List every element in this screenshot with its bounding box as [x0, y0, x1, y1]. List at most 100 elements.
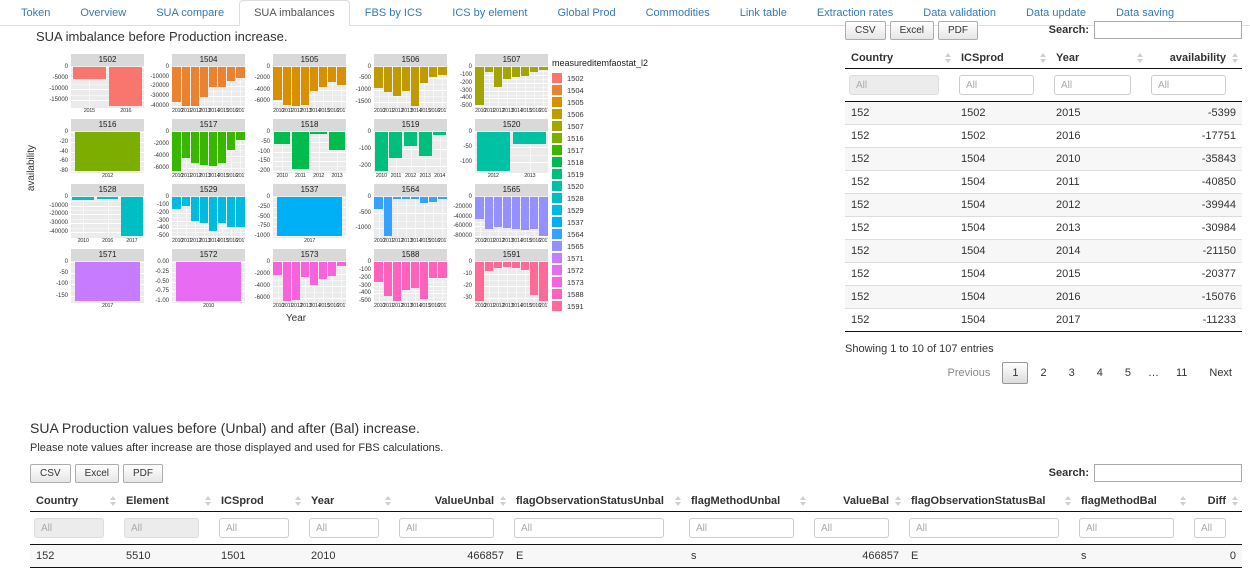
column-header-diff[interactable]: Diff: [1190, 491, 1242, 512]
bar-slot: [181, 131, 190, 172]
bar-slot: [429, 66, 438, 107]
page-button-2[interactable]: 2: [1040, 367, 1047, 379]
tab-commodities[interactable]: Commodities: [645, 7, 710, 19]
x-tick-label: 2015: [419, 108, 431, 114]
column-header-country[interactable]: Country: [30, 491, 120, 512]
column-header-flagmethodbal[interactable]: flagMethodBal: [1075, 491, 1190, 512]
column-header-year[interactable]: Year: [305, 491, 395, 512]
legend-swatch: [552, 289, 562, 299]
csv-button[interactable]: CSV: [30, 464, 71, 483]
tab-ics-by-element[interactable]: ICS by element: [452, 7, 528, 19]
pdf-button[interactable]: PDF: [938, 21, 979, 40]
filter-input-flagmethodunbal[interactable]: [689, 518, 794, 538]
column-header-flagobservationstatusbal[interactable]: flagObservationStatusBal: [905, 491, 1075, 512]
filter-input-year[interactable]: [309, 518, 379, 538]
column-header-valueunbal[interactable]: ValueUnbal: [395, 491, 510, 512]
tab-data-saving[interactable]: Data saving: [1115, 7, 1175, 19]
legend-swatch: [552, 145, 562, 155]
gridline-vertical: [529, 131, 531, 173]
y-axis-ticks: 0 -250 -500 -750 -1000: [246, 194, 273, 240]
x-tick-label: 2010: [375, 173, 387, 179]
column-header-availability[interactable]: availability: [1147, 48, 1242, 69]
tab-extraction-rates[interactable]: Extraction rates: [816, 7, 894, 19]
gridline: [172, 144, 245, 145]
column-header-flagmethodunbal[interactable]: flagMethodUnbal: [685, 491, 810, 512]
x-tick-label: 2017: [437, 238, 447, 244]
column-header-country[interactable]: Country: [845, 48, 955, 69]
x-tick-label: 2012: [313, 173, 325, 179]
bar: [403, 131, 418, 146]
gridline: [273, 171, 346, 173]
tab-sua-imbalances[interactable]: SUA imbalances: [239, 0, 350, 26]
column-header-icsprod[interactable]: ICSprod: [955, 48, 1050, 69]
bar-slot: [521, 66, 530, 107]
x-tick-label: 2016: [226, 238, 238, 244]
bar-slot: [190, 196, 199, 237]
filter-input-year[interactable]: [1054, 75, 1131, 95]
page-button-3[interactable]: 3: [1068, 367, 1075, 379]
bar: [539, 66, 548, 70]
gridline-vertical: [336, 131, 338, 173]
filter-input-country[interactable]: [34, 518, 104, 538]
previous-button[interactable]: Previous: [947, 367, 991, 379]
csv-button[interactable]: CSV: [845, 21, 886, 40]
x-tick-label: 2011: [390, 173, 402, 179]
pdf-button[interactable]: PDF: [123, 464, 164, 483]
column-header-icsprod[interactable]: ICSprod: [215, 491, 305, 512]
search-input[interactable]: [1094, 464, 1242, 482]
tab-data-update[interactable]: Data update: [1026, 7, 1086, 19]
column-header-element[interactable]: Element: [120, 491, 215, 512]
column-header-flagobservationstatusunbal[interactable]: flagObservationStatusUnbal: [510, 491, 685, 512]
bar-slot: [410, 196, 420, 237]
filter-input-flagobservationstatusunbal[interactable]: [514, 518, 664, 538]
y-tick-label: 0: [266, 63, 270, 70]
bar-slot: [502, 261, 512, 302]
gridline-vertical: [433, 261, 435, 303]
page-button-5[interactable]: 5: [1124, 367, 1131, 379]
filter-input-icsprod[interactable]: [219, 518, 289, 538]
gridline-vertical: [442, 66, 444, 108]
excel-button[interactable]: Excel: [74, 464, 120, 483]
y-tick-label: -200: [358, 163, 371, 170]
tab-overview[interactable]: Overview: [80, 7, 127, 19]
search-input[interactable]: [1094, 21, 1242, 39]
legend-swatch: [552, 157, 562, 167]
column-header-valuebal[interactable]: ValueBal: [810, 491, 905, 512]
gridline: [273, 297, 346, 299]
filter-input-flagobservationstatusbal[interactable]: [909, 518, 1059, 538]
bar: [475, 196, 484, 220]
filter-input-diff[interactable]: [1194, 518, 1226, 538]
page-button-1[interactable]: 1: [1002, 362, 1029, 384]
filter-input-icsprod[interactable]: [959, 75, 1034, 95]
tab-sua-compare[interactable]: SUA compare: [156, 7, 225, 19]
page-button-11[interactable]: 11: [1175, 367, 1188, 379]
x-tick-label: 2014: [309, 108, 321, 114]
gridline-minor: [475, 201, 548, 203]
next-button[interactable]: Next: [1209, 367, 1232, 379]
search-box: Search:: [1049, 464, 1242, 482]
search-label: Search:: [1048, 24, 1089, 36]
tab-data-validation[interactable]: Data validation: [923, 7, 997, 19]
y-tick-label: -100: [55, 281, 68, 288]
gridline-vertical: [282, 131, 284, 173]
column-header-year[interactable]: Year: [1050, 48, 1147, 69]
y-axis-ticks: 0 -10000 -20000 -30000 -40000: [145, 64, 172, 109]
filter-input-valuebal[interactable]: [814, 518, 889, 538]
tab-token[interactable]: Token: [21, 7, 51, 19]
filter-input-availability[interactable]: [1151, 75, 1226, 95]
bar-slot: [71, 66, 108, 107]
tab-fbs-by-ics[interactable]: FBS by ICS: [364, 7, 423, 19]
x-tick-label: 2013: [199, 173, 211, 179]
excel-button[interactable]: Excel: [889, 21, 935, 40]
bar-slot: [438, 66, 447, 107]
tab-link-table[interactable]: Link table: [739, 7, 787, 19]
filter-input-element[interactable]: [124, 518, 199, 538]
filter-input-flagmethodbal[interactable]: [1079, 518, 1174, 538]
tab-global-prod[interactable]: Global Prod: [557, 7, 616, 19]
filter-input-valueunbal[interactable]: [399, 518, 494, 538]
facet-strip: 1505: [273, 54, 346, 66]
x-tick-label: 2013: [502, 108, 514, 114]
page-button-4[interactable]: 4: [1096, 367, 1103, 379]
filter-input-country[interactable]: [849, 75, 939, 95]
